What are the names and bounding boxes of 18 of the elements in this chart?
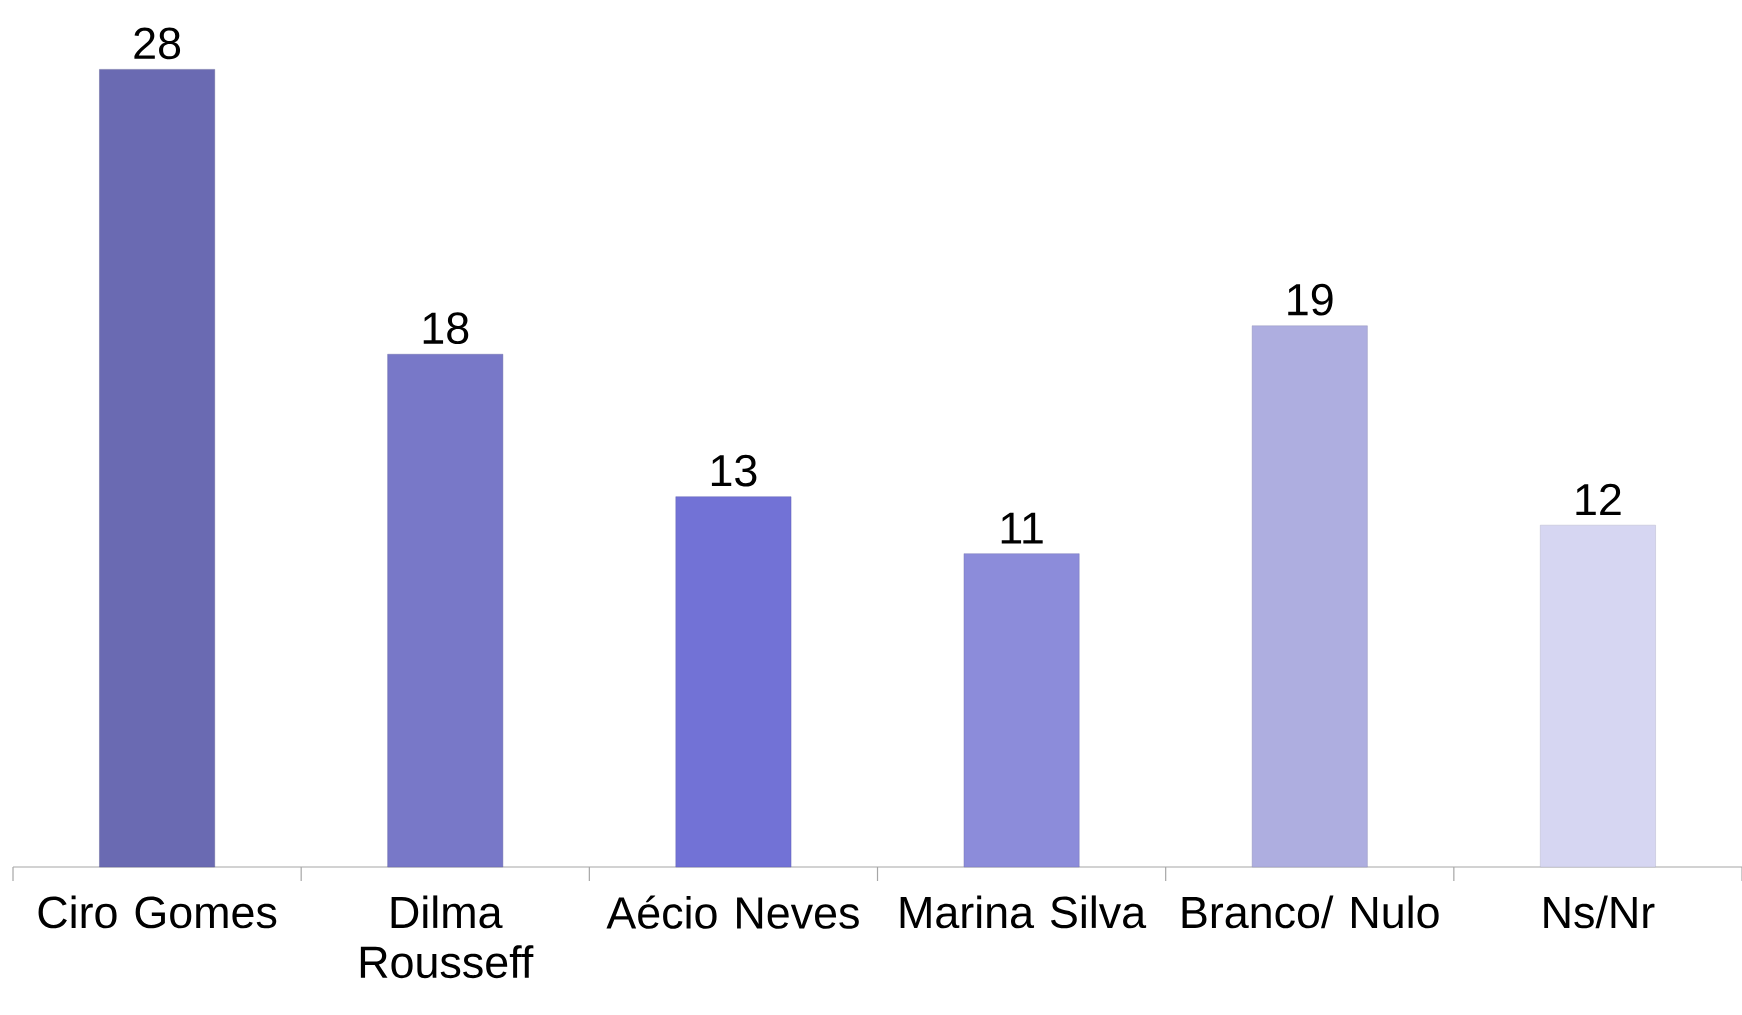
bar [1251,325,1368,868]
bar [963,553,1080,868]
bar [675,496,792,868]
x-tick-label: Aécio Neves [606,895,859,929]
data-label: 18 [423,312,469,345]
bar [387,354,504,868]
bar [99,69,215,868]
data-label: 28 [134,27,181,60]
data-label: 19 [1288,283,1333,316]
bar [1540,524,1656,868]
x-tick-label: Dilma Rousseff [360,895,534,979]
x-tick-label: Marina Silva [900,895,1147,929]
data-label: 11 [1001,512,1043,544]
data-label: 12 [1576,483,1621,515]
x-tick-label: Branco/ Nulo [1182,895,1439,929]
data-label: 13 [711,454,757,487]
x-tick-label: Ns/Nr [1544,895,1655,929]
x-tick-label: Ciro Gomes [38,895,277,929]
